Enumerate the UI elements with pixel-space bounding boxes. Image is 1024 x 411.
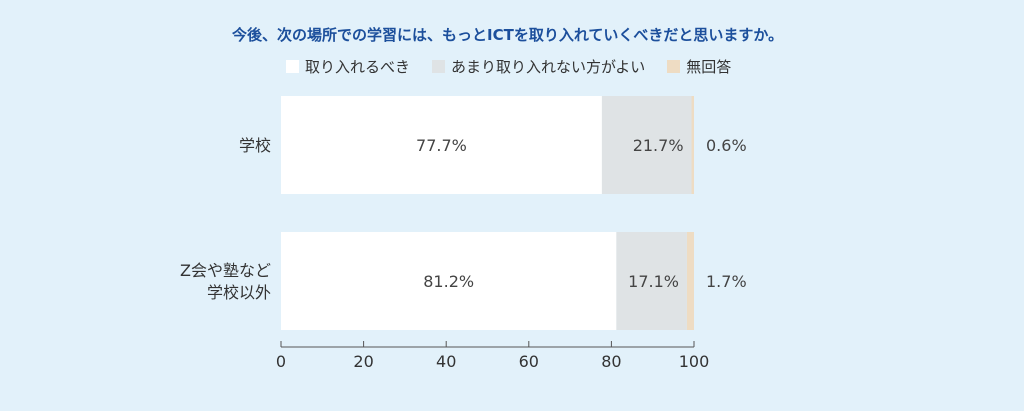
- x-tick-label-5: 100: [679, 352, 710, 371]
- legend-item-1: あまり取り入れない方がよい: [432, 56, 645, 77]
- legend-item-2: 無回答: [667, 56, 731, 77]
- x-tick-label-3: 60: [519, 352, 539, 371]
- legend-label-2: 無回答: [686, 58, 732, 76]
- x-tick-label-0: 0: [276, 352, 286, 371]
- bar-segment-1-1: [616, 232, 687, 330]
- data-label-1-2: 1.7%: [706, 272, 747, 291]
- category-label-0-0: 学校: [239, 136, 271, 155]
- legend-swatch-2: [667, 60, 681, 73]
- category-label-1-0: Z会や塾など: [180, 261, 271, 280]
- x-tick-label-2: 40: [436, 352, 456, 371]
- bar-segment-0-2: [691, 96, 694, 194]
- data-label-1-1: 17.1%: [628, 272, 679, 291]
- bar-segment-1-2: [686, 232, 694, 330]
- legend: 取り入れるべき あまり取り入れない方がよい 無回答: [286, 56, 753, 77]
- data-label-0-1: 21.7%: [633, 136, 684, 155]
- bar-segment-0-1: [601, 96, 692, 194]
- legend-item-0: 取り入れるべき: [286, 56, 410, 77]
- data-label-0-2: 0.6%: [706, 136, 747, 155]
- chart-title: 今後、次の場所での学習には、もっとICTを取り入れていくべきだと思いますか。: [232, 26, 784, 44]
- category-label-1-1: 学校以外: [207, 283, 271, 302]
- bar-segment-1-0: [281, 232, 617, 330]
- data-label-1-0: 81.2%: [423, 272, 474, 291]
- legend-swatch-1: [432, 60, 446, 73]
- data-label-0-0: 77.7%: [416, 136, 467, 155]
- x-tick-label-4: 80: [601, 352, 621, 371]
- legend-swatch-0: [286, 60, 299, 73]
- bar-segment-0-0: [281, 96, 602, 194]
- legend-label-1: あまり取り入れない方がよい: [451, 58, 646, 76]
- x-tick-label-1: 20: [353, 352, 373, 371]
- legend-label-0: 取り入れるべき: [305, 58, 411, 76]
